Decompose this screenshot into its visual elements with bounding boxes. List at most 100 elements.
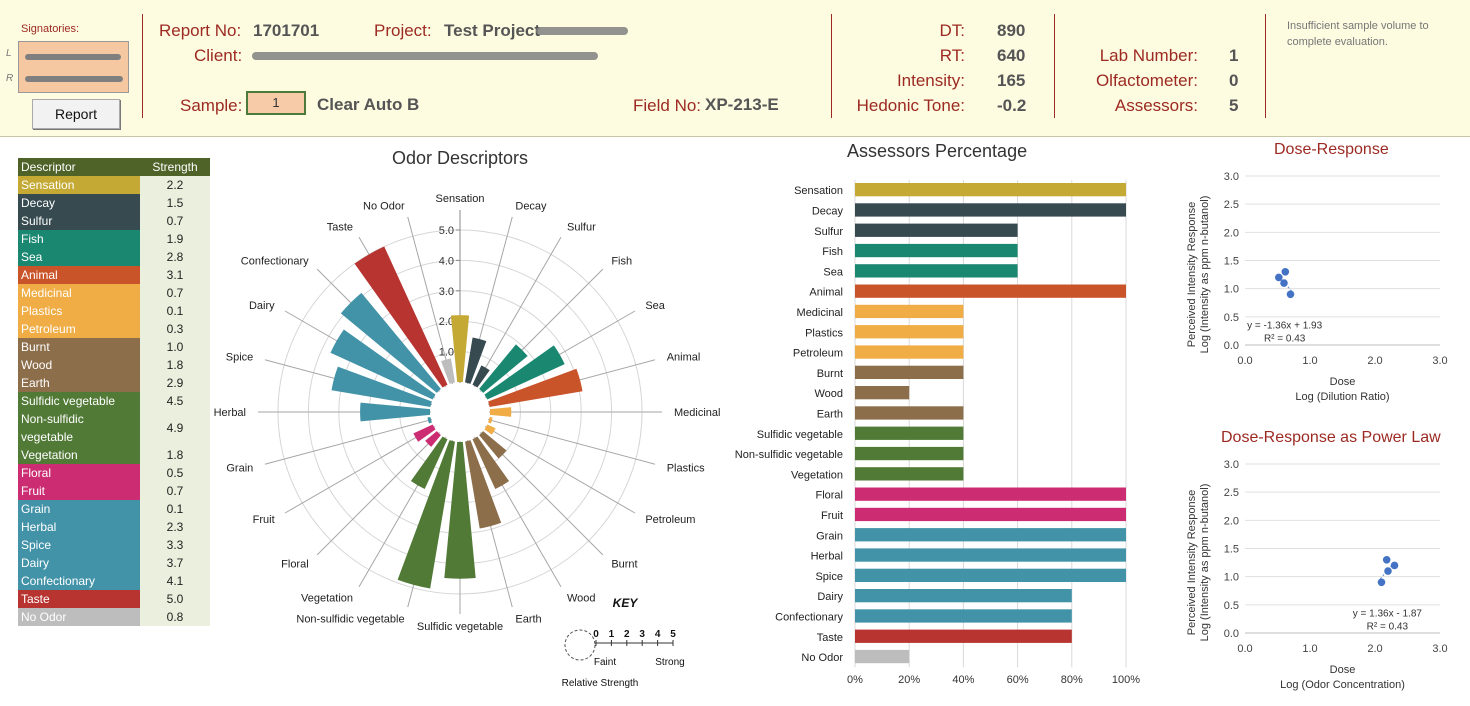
report-button[interactable]: Report [32,99,120,129]
assessors-bars: Sensation Decay Sulfur Fish Sea Animal Medicin… [735,183,1126,664]
radar-bar [354,246,448,388]
radar-bar [465,337,487,384]
radar-bar [340,292,441,393]
key-strong-label: Strong [655,657,684,668]
scatter-y-tick-label: 0.5 [1224,600,1239,612]
radar-bar [479,431,507,459]
descriptor-strength: 0.7 [140,284,210,302]
assessors-x-tick-label: 60% [1007,674,1029,686]
power-law-title: Dose-Response as Power Law [1221,429,1441,446]
assessors-bar [855,406,964,420]
descriptor-strength: 2.3 [140,518,210,536]
assessors-category-label: Animal [809,287,843,299]
scatter-x-tick-label: 2.0 [1367,355,1382,367]
assessors-x-tick-label: 20% [898,674,920,686]
table-row: Taste 5.0 [18,590,210,608]
assessors-category-label: Petroleum [793,348,843,360]
descriptor-strength: 4.9 [140,410,210,446]
radar-category-label: Taste [327,222,353,234]
radar-category-label: Animal [667,352,701,364]
radar-bar [488,417,493,424]
descriptor-name: Floral [18,464,140,482]
scatter-y-tick-label: 1.5 [1224,256,1239,268]
assessors-bar [855,548,1126,562]
descriptor-name: Sensation [18,176,140,194]
signatures-field[interactable] [18,41,129,93]
radar-tick-label: 1.0 [439,347,454,359]
radar-bar [330,329,436,400]
report-no-value: 1701701 [253,21,320,40]
divider [142,14,143,118]
descriptor-strength: 2.2 [140,176,210,194]
olfactometer-value: 0 [1229,71,1239,90]
scatter-x-tick-label: 3.0 [1432,355,1447,367]
descriptor-name: Burnt [18,338,140,356]
radar-bar [427,417,432,424]
descriptor-name: Spice [18,536,140,554]
y-axis-title: Perceived Intensity Response [1186,490,1198,636]
descriptor-name: Medicinal [18,284,140,302]
descriptor-name: Earth [18,374,140,392]
descriptor-strength: 1.5 [140,194,210,212]
key-tick-label: 1 [609,629,615,640]
assessors-category-label: No Odor [801,652,843,664]
divider [1054,14,1055,118]
radar-bar [413,424,436,442]
radar-category-label: Sea [645,300,665,312]
assessors-bar [855,568,1126,582]
descriptor-name: Taste [18,590,140,608]
radar-key: KEY 0 1 2 3 4 5 Faint Strong Relative Strength [562,596,685,689]
assessors-category-label: Fish [822,246,843,258]
assessors-bar [855,609,1072,623]
assessors-category-label: Sea [823,266,843,278]
sample-input[interactable]: 1 [246,91,306,115]
sample-name: Clear Auto B [317,95,420,114]
olfactometer-label: Olfactometer: [1095,71,1198,90]
table-row: Sensation 2.2 [18,176,210,194]
radar-category-label: Dairy [249,300,275,312]
key-faint-label: Faint [594,657,616,668]
radar-bar [472,365,490,388]
signature-r [25,76,123,82]
assessors-category-label: Floral [815,490,843,502]
descriptor-strength: 1.9 [140,230,210,248]
scatter-y-tick-label: 1.5 [1224,544,1239,556]
descriptor-name: Sulfur [18,212,140,230]
descriptor-name: Wood [18,356,140,374]
descriptor-name: Sulfidic vegetable [18,392,140,410]
radar-category-label: Confectionary [241,256,309,268]
table-row: Dairy 3.7 [18,554,210,572]
descriptor-strength: 2.8 [140,248,210,266]
descriptor-strength: 0.1 [140,500,210,518]
data-point [1390,561,1399,570]
assessors-category-label: Dairy [817,591,843,603]
field-no-label: Field No: [633,96,702,115]
signature-l [25,54,121,60]
descriptor-name: Sea [18,248,140,266]
dt-label: DT: [939,21,966,40]
descriptor-name: Non-sulfidic vegetable [18,410,140,446]
assessors-bar [855,264,1018,278]
assessors-label: Assessors: [1114,96,1198,115]
scatter-y-tick-label: 0.0 [1224,340,1239,352]
descriptor-strength: 4.5 [140,392,210,410]
descriptor-strength: 0.5 [140,464,210,482]
assessors-bar [855,365,964,379]
scatter-y-tick-label: 2.5 [1224,487,1239,499]
divider [831,14,832,118]
assessors-x-tick-label: 80% [1061,674,1083,686]
radar-bar [397,440,455,589]
descriptor-strength: 3.3 [140,536,210,554]
redaction-mark [252,52,598,60]
assessors-bar [855,589,1072,603]
evaluation-note: Insufficient sample volume to complete e… [1287,20,1429,48]
assessors-category-label: Medicinal [797,307,843,319]
radar-category-label: Grain [226,462,253,474]
table-header-row: Descriptor Strength [18,158,210,176]
table-row: Animal 3.1 [18,266,210,284]
descriptor-name: Fish [18,230,140,248]
assessors-bar [855,649,910,664]
descriptor-name: Fruit [18,482,140,500]
assessors-category-label: Grain [816,530,843,542]
radar-bar [489,407,512,417]
